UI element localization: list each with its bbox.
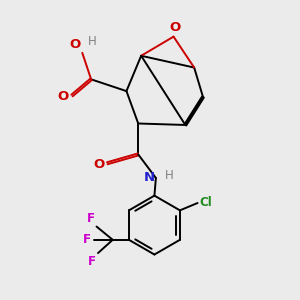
Text: O: O: [169, 21, 181, 34]
Text: Cl: Cl: [200, 196, 212, 209]
Text: F: F: [86, 212, 94, 225]
Text: O: O: [58, 91, 69, 103]
Text: F: F: [82, 233, 91, 246]
Text: N: N: [143, 172, 155, 184]
Text: O: O: [70, 38, 81, 51]
Text: F: F: [88, 254, 96, 268]
Text: O: O: [93, 158, 104, 171]
Text: H: H: [88, 34, 96, 47]
Text: H: H: [165, 169, 174, 182]
